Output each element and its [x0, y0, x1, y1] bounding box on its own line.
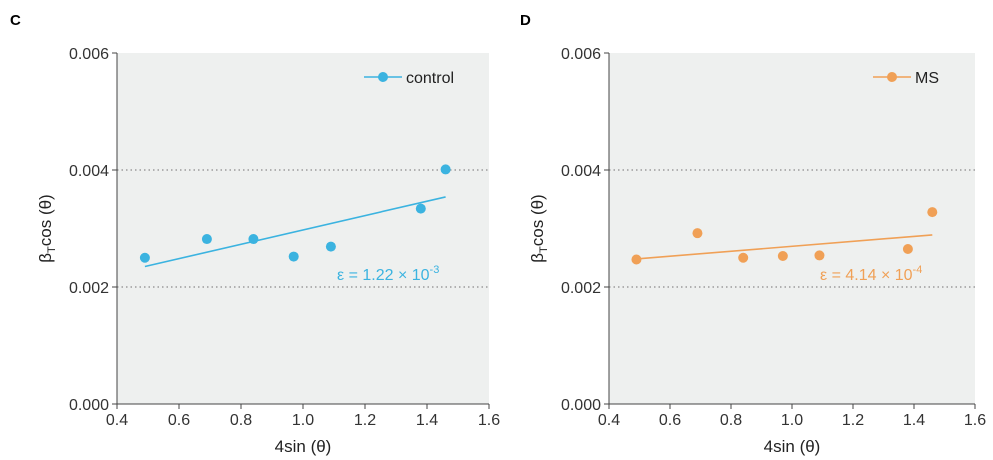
y-axis-label-main: β	[528, 253, 547, 263]
x-tick-label: 0.4	[598, 412, 620, 429]
x-tick-label: 0.4	[106, 412, 128, 429]
data-point	[631, 254, 642, 265]
x-tick-label: 1.0	[781, 412, 803, 429]
panel-letter: D	[520, 12, 531, 29]
x-axis-label: 4sin (θ)	[764, 437, 821, 456]
x-tick-label: 0.8	[230, 412, 252, 429]
legend-label: MS	[915, 70, 939, 87]
y-tick-label: 0.004	[69, 163, 109, 180]
y-tick-label: 0.000	[69, 397, 109, 414]
x-tick-label: 1.6	[964, 412, 986, 429]
x-axis-label: 4sin (θ)	[275, 437, 332, 456]
x-tick-label: 1.4	[903, 412, 925, 429]
epsilon-annotation-base: ε = 1.22 × 10	[337, 267, 430, 284]
x-tick-label: 1.2	[354, 412, 376, 429]
chart-panel-d: D 0.4 0.6 0.8 1.0 1.2 1.4 1.6 0.000 0.002 0.004 0.0…	[520, 12, 986, 456]
legend-swatch-marker	[378, 72, 388, 82]
epsilon-annotation-exponent: -3	[430, 264, 440, 276]
fit-line	[636, 234, 933, 260]
epsilon-annotation: ε = 1.22 × 10-3	[337, 264, 439, 284]
y-tick-label: 0.006	[69, 46, 109, 63]
x-tick-label: 1.4	[416, 412, 438, 429]
data-point	[927, 207, 938, 218]
y-axis-label: βTcos (θ)	[528, 194, 550, 262]
epsilon-annotation-exponent: -4	[913, 264, 923, 276]
y-tick-label: 0.006	[561, 46, 601, 63]
y-axis-label-rest: cos (θ)	[36, 194, 55, 246]
x-tick-label: 1.2	[842, 412, 864, 429]
y-tick-label: 0.002	[69, 280, 109, 297]
y-tick-label: 0.004	[561, 163, 601, 180]
fit-line	[144, 196, 446, 268]
data-point	[248, 234, 259, 245]
epsilon-annotation: ε = 4.14 × 10-4	[820, 264, 922, 284]
chart-panel-c: C 0.4 0.6 0.8 1.0 1.2 1.4 1.6 0.000 0.002 0.004 0.0…	[10, 12, 500, 456]
y-axis-label: βTcos (θ)	[36, 194, 58, 262]
panel-letter: C	[10, 12, 21, 29]
x-tick-label: 1.0	[292, 412, 314, 429]
data-point	[415, 203, 426, 214]
y-axis-label-main: β	[36, 253, 55, 263]
y-tick-label: 0.002	[561, 280, 601, 297]
x-tick-label: 0.8	[720, 412, 742, 429]
y-axis-label-rest: cos (θ)	[528, 194, 547, 246]
plot-area	[609, 53, 975, 404]
data-point	[738, 252, 749, 263]
data-point	[777, 250, 788, 261]
x-tick-label: 0.6	[168, 412, 190, 429]
data-point	[288, 251, 299, 262]
y-axis-label-subscript: T	[46, 246, 58, 253]
data-point	[201, 234, 212, 245]
epsilon-annotation-base: ε = 4.14 × 10	[820, 267, 913, 284]
data-point	[440, 164, 451, 175]
data-point	[902, 243, 913, 254]
y-axis-label-subscript: T	[538, 246, 550, 253]
x-tick-label: 1.6	[478, 412, 500, 429]
x-tick-label: 0.6	[659, 412, 681, 429]
y-tick-label: 0.000	[561, 397, 601, 414]
data-point	[814, 250, 825, 261]
data-point	[139, 252, 150, 263]
data-point	[692, 228, 703, 239]
data-point	[325, 241, 336, 252]
plot-area	[117, 53, 489, 404]
legend-label: control	[406, 70, 454, 87]
legend-swatch-marker	[887, 72, 897, 82]
